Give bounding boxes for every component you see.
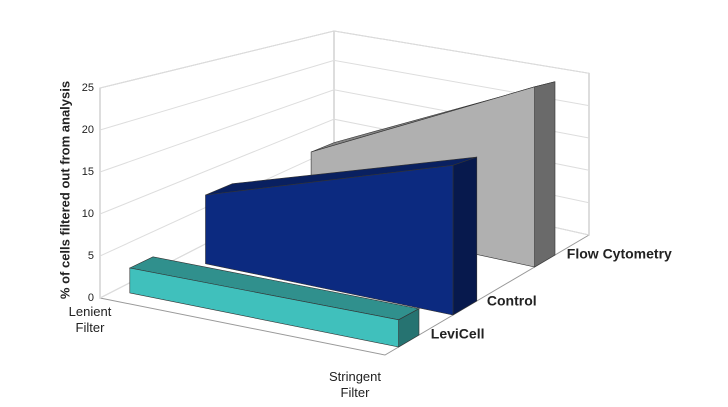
floor-edge xyxy=(99,234,590,356)
x-tick-label: Stringent Filter xyxy=(328,369,382,400)
y-tick-label: 0 xyxy=(88,292,94,304)
area-end xyxy=(534,81,556,268)
y-tick-label: 15 xyxy=(82,166,94,178)
area-front xyxy=(205,164,454,316)
y-tick-label: 20 xyxy=(82,124,94,136)
y-tick-label: 10 xyxy=(82,208,94,220)
y-axis-label: % of cells filtered out from analysis xyxy=(57,81,72,299)
grid-line xyxy=(99,59,590,131)
series-label: Control xyxy=(487,293,537,309)
y-tick-label: 5 xyxy=(88,250,94,262)
series-label: LeviCell xyxy=(431,326,485,342)
series-label: Flow Cytometry xyxy=(567,246,672,262)
x-tick-label: Lenient Filter xyxy=(68,304,112,335)
grid-line xyxy=(99,30,590,89)
area-front xyxy=(129,267,399,348)
area-end xyxy=(452,156,478,316)
y-tick-label: 25 xyxy=(82,82,94,94)
